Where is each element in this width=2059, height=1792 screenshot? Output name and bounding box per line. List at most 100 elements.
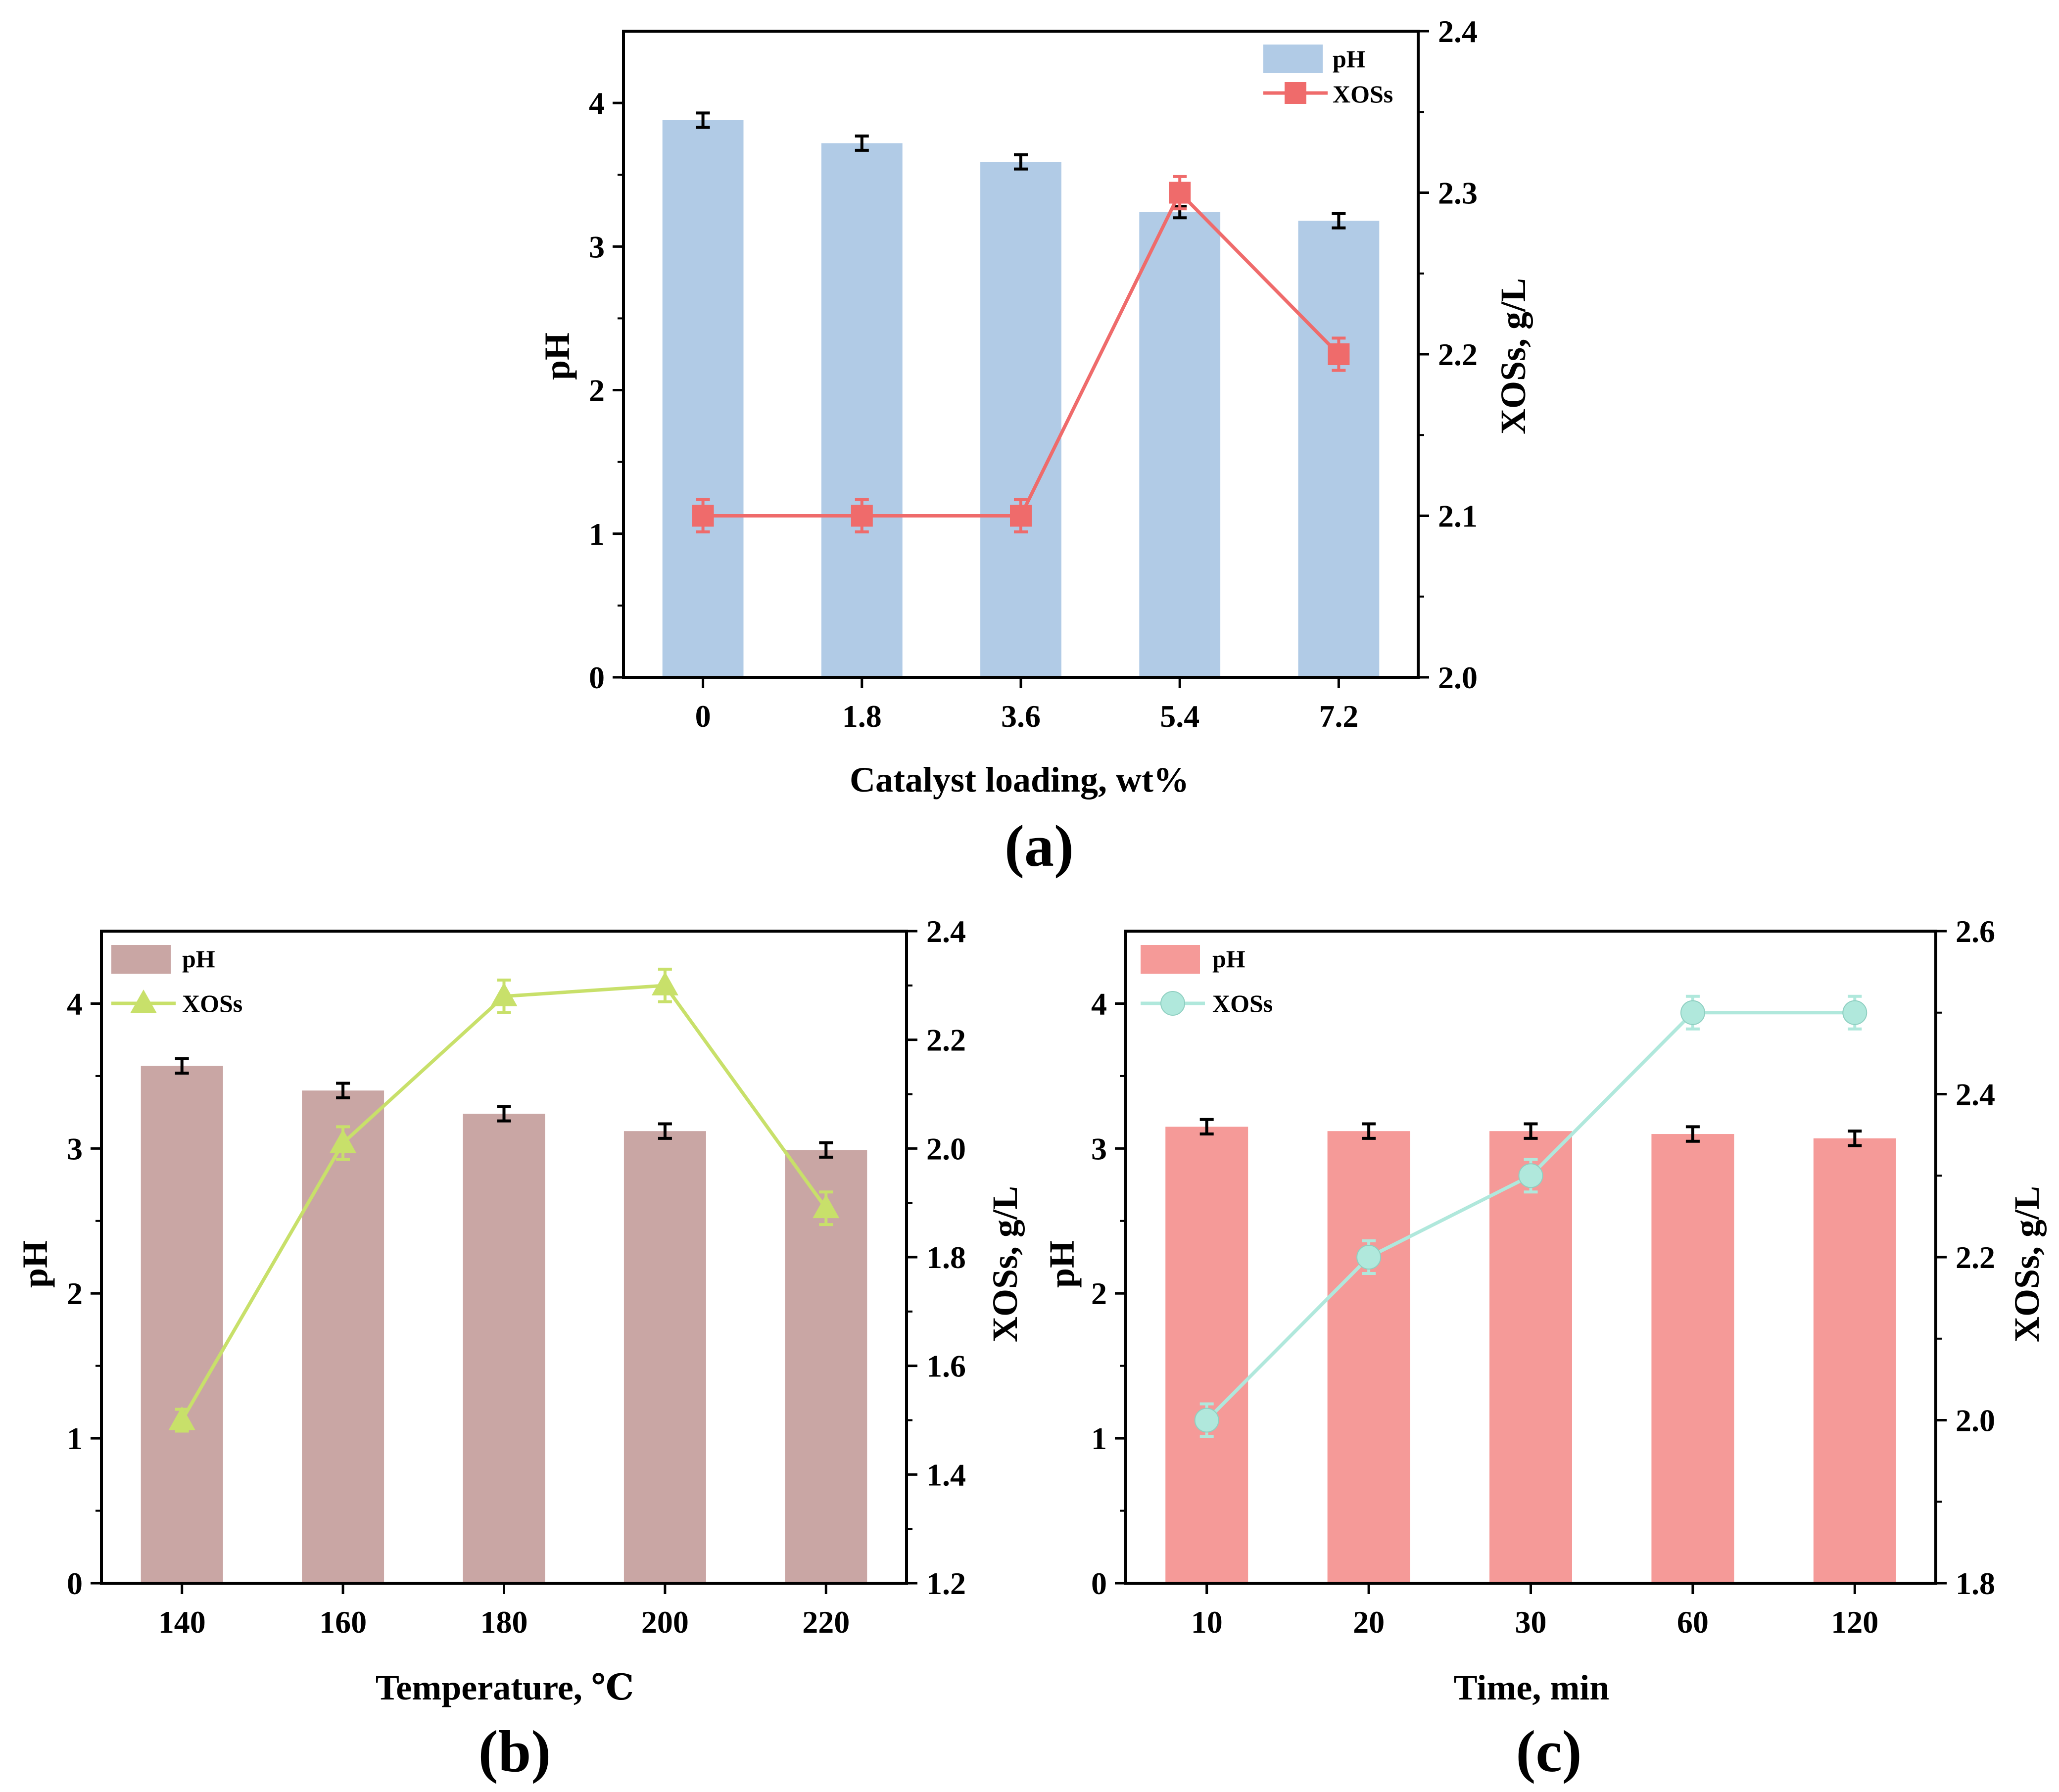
panel-c-bar-10 <box>1165 1127 1248 1583</box>
panel-a-plot: 0 1 2 3 4 2.0 2.1 2.2 2.3 2.4 0 1.8 3.6 5.4 7.2 <box>589 14 1478 734</box>
panel-b-xoss-point-180 <box>490 982 518 1006</box>
panel-c-xoss-point-60 <box>1680 1000 1705 1025</box>
panel-a-bar-5.4 <box>1139 212 1221 677</box>
panel-a-ytick-label-1: 1 <box>589 517 605 552</box>
panel-c-plot: 0 1 2 3 4 1.8 2.0 2.2 2.4 2.6 10 20 30 60 120 <box>1091 914 1995 1640</box>
panel-b-bar-140 <box>141 1066 223 1583</box>
panel-c-legend-swatch-ph <box>1141 945 1200 974</box>
panel-a-y2tick-label-2.0: 2.0 <box>1438 660 1478 695</box>
panel-c-xoss-point-10 <box>1194 1408 1219 1433</box>
panel-b-label: (b) <box>479 1718 551 1784</box>
panel-a-xtick-label-7.2: 7.2 <box>1319 699 1358 734</box>
panel-a-y2tick-label-2.2: 2.2 <box>1438 337 1478 372</box>
panel-b-legend-label-xoss: XOSs <box>182 990 242 1017</box>
panel-b-legend-swatch-ph <box>111 945 171 974</box>
panel-a-y2tick-label-2.3: 2.3 <box>1438 176 1478 211</box>
panel-a-xoss-point-1.8 <box>851 505 873 527</box>
panel-b-ytick-label-4: 4 <box>67 986 83 1021</box>
panel-c-xoss-point-20 <box>1356 1245 1382 1270</box>
panel-a-xoss-point-0 <box>692 505 714 527</box>
panel-a-ytick-label-3: 3 <box>589 229 605 264</box>
panel-b-xtick-label-220: 220 <box>802 1604 850 1640</box>
panel-c-y2tick-label-1.8: 1.8 <box>1956 1566 1995 1601</box>
panel-c-y2tick-label-2.0: 2.0 <box>1956 1403 1995 1438</box>
panel-a-legend-label-ph: pH <box>1333 45 1366 73</box>
panel-a: 0 1 2 3 4 2.0 2.1 2.2 2.3 2.4 0 1.8 3.6 5.4 7.2 Cataly… <box>537 14 1533 879</box>
panel-a-bar-3.6 <box>980 162 1061 677</box>
panel-a-bar-error-7.2 <box>1332 212 1346 230</box>
panel-b-y2tick-label-1.4: 1.4 <box>926 1457 966 1492</box>
panel-c-bar-120 <box>1813 1138 1896 1583</box>
panel-b-ytick-label-1: 1 <box>67 1421 83 1456</box>
panel-c-ytick-label-2: 2 <box>1091 1276 1107 1311</box>
panel-a-xtick-label-0: 0 <box>695 699 711 734</box>
panel-c-xtick-label-60: 60 <box>1677 1604 1709 1640</box>
panel-b-bar-error-140 <box>175 1057 189 1075</box>
panel-b-bar-160 <box>302 1090 384 1583</box>
panel-a-label: (a) <box>1005 813 1074 879</box>
panel-b-xoss-point-160 <box>330 1129 357 1153</box>
panel-b-xtick-label-140: 140 <box>158 1604 206 1640</box>
panel-c-ytick-label-1: 1 <box>1091 1421 1107 1456</box>
panel-b-y2tick-label-2.0: 2.0 <box>926 1131 966 1166</box>
panel-c-xtick-label-30: 30 <box>1515 1604 1547 1640</box>
panel-a-ytick-label-0: 0 <box>589 660 605 695</box>
panel-b: 0 1 2 3 4 1.2 1.4 1.6 1.8 2.0 2.2 2.4 140 160 180 200 22… <box>15 914 1025 1784</box>
panel-b-legend-swatch-xoss-marker <box>130 990 157 1013</box>
panel-b-bar-error-200 <box>658 1122 672 1140</box>
panel-b-y2tick-label-2.4: 2.4 <box>926 914 966 949</box>
panel-b-ytick-label-0: 0 <box>67 1566 83 1601</box>
panel-c-ytick-label-0: 0 <box>1091 1566 1107 1601</box>
panel-b-ytick-label-3: 3 <box>67 1131 83 1166</box>
panel-b-bar-error-160 <box>336 1082 350 1099</box>
panel-c-label: (c) <box>1516 1718 1581 1784</box>
panel-b-bar-error-220 <box>819 1141 833 1159</box>
panel-a-xoss-point-7.2 <box>1328 343 1350 365</box>
panel-a-y2tick-label-2.1: 2.1 <box>1438 499 1478 534</box>
panel-c-xtick-label-10: 10 <box>1191 1604 1223 1640</box>
panel-a-xoss-point-3.6 <box>1010 505 1032 527</box>
panel-c-bar-error-10 <box>1199 1118 1214 1136</box>
panel-c-bar-error-30 <box>1524 1122 1538 1140</box>
panel-c-ylabel: pH <box>1042 1240 1082 1288</box>
panel-a-y2label: XOSs, g/L <box>1493 278 1533 434</box>
panel-c-xlabel: Time, min <box>1454 1668 1610 1707</box>
panel-c-ytick-label-4: 4 <box>1091 986 1107 1021</box>
panel-c-bar-60 <box>1651 1134 1734 1583</box>
panel-c-bar-error-120 <box>1848 1130 1862 1147</box>
panel-c-y2tick-label-2.2: 2.2 <box>1956 1240 1995 1275</box>
panel-a-xoss-point-5.4 <box>1169 182 1191 204</box>
panel-b-y2tick-label-1.6: 1.6 <box>926 1349 966 1384</box>
panel-a-y2tick-label-2.4: 2.4 <box>1438 14 1478 49</box>
panel-b-ytick-label-2: 2 <box>67 1276 83 1311</box>
panel-a-ytick-label-2: 2 <box>589 373 605 408</box>
panel-b-xtick-label-180: 180 <box>480 1604 528 1640</box>
panel-a-xtick-label-3.6: 3.6 <box>1001 699 1041 734</box>
panel-a-bar-1.8 <box>821 143 903 678</box>
panel-b-ylabel: pH <box>15 1240 55 1288</box>
panel-b-xoss-point-200 <box>651 971 678 995</box>
panel-c-bar-20 <box>1327 1131 1410 1583</box>
panel-a-bar-error-1.8 <box>855 134 869 152</box>
panel-c-legend-swatch-xoss-marker <box>1160 991 1185 1016</box>
panel-c-xoss-point-30 <box>1518 1163 1543 1188</box>
panel-b-y2tick-label-2.2: 2.2 <box>926 1023 966 1058</box>
panel-c-y2label: XOSs, g/L <box>2007 1186 2047 1342</box>
panel-a-xlabel: Catalyst loading, wt% <box>850 760 1189 800</box>
panel-a-xtick-label-5.4: 5.4 <box>1160 699 1199 734</box>
panel-a-bar-error-3.6 <box>1014 153 1028 171</box>
panel-c-bar-error-60 <box>1685 1125 1700 1143</box>
panel-c-y2tick-label-2.4: 2.4 <box>1956 1077 1995 1112</box>
panel-b-plot: 0 1 2 3 4 1.2 1.4 1.6 1.8 2.0 2.2 2.4 140 160 180 200 22… <box>67 914 966 1640</box>
panel-a-xtick-label-1.8: 1.8 <box>842 699 882 734</box>
panel-b-bar-180 <box>463 1114 545 1583</box>
panel-b-bar-error-180 <box>497 1105 511 1123</box>
panel-c-ytick-label-3: 3 <box>1091 1131 1107 1166</box>
panel-a-bar-error-0 <box>696 111 710 129</box>
panel-a-legend-swatch-xoss-marker <box>1285 82 1306 104</box>
panel-c-xtick-label-20: 20 <box>1353 1604 1385 1640</box>
panel-a-ylabel: pH <box>537 332 577 380</box>
panel-a-ytick-label-4: 4 <box>589 86 605 121</box>
panel-a-legend-swatch-ph <box>1263 45 1323 73</box>
